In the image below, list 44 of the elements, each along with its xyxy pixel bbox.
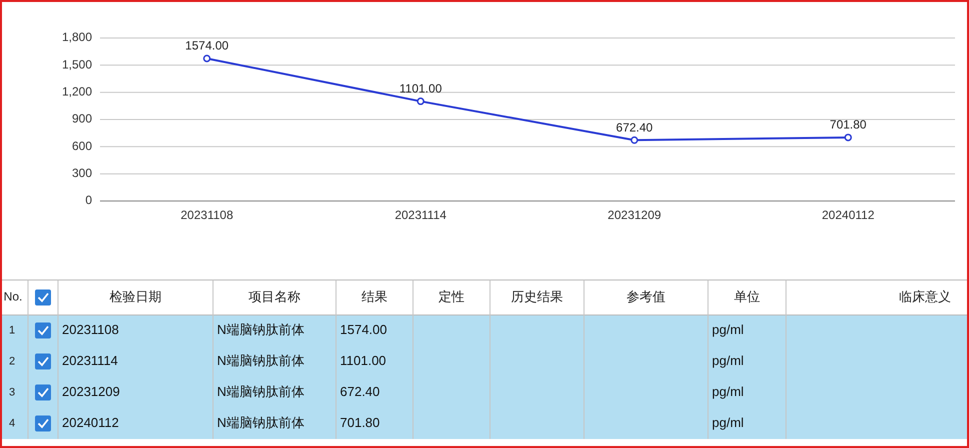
text: 1101.00 xyxy=(340,352,386,368)
x-tick-label: 20240112 xyxy=(822,208,875,222)
y-tick-label: 1,800 xyxy=(62,30,92,44)
y-tick-label: 900 xyxy=(72,112,92,126)
text: 临床意义 xyxy=(899,288,951,304)
text: 参考值 xyxy=(626,288,666,304)
y-tick-label: 0 xyxy=(85,193,92,208)
text: 672.40 xyxy=(340,384,380,399)
text: 历史结果 xyxy=(511,288,563,304)
text: 结果 xyxy=(362,288,388,304)
text: N端脑钠肽前体 xyxy=(217,322,304,337)
text: pg/ml xyxy=(712,352,744,368)
text: N端脑钠肽前体 xyxy=(217,384,304,399)
data-label: 1574.00 xyxy=(185,38,229,53)
text: pg/ml xyxy=(712,322,744,337)
data-label: 701.80 xyxy=(830,118,867,132)
text: No. xyxy=(4,290,22,304)
text: pg/ml xyxy=(712,384,744,399)
text: 1 xyxy=(8,324,16,336)
text: 检验日期 xyxy=(110,288,162,304)
category-label: 20231209 xyxy=(62,384,120,399)
x-tick-label: 20231209 xyxy=(608,208,662,222)
text: N端脑钠肽前体 xyxy=(217,352,304,368)
y-tick-label: 1,200 xyxy=(62,84,92,99)
text: 4 xyxy=(8,417,16,430)
x-tick-label: 20231114 xyxy=(394,208,447,222)
category-label: 20240112 xyxy=(62,414,119,430)
text: 单位 xyxy=(734,288,760,304)
text: 701.80 xyxy=(340,414,380,430)
category-label: 20231114 xyxy=(62,352,118,368)
text: 2 xyxy=(8,355,16,368)
y-tick-label: 600 xyxy=(72,138,92,153)
x-tick-label: 20231108 xyxy=(180,208,234,222)
text: pg/ml xyxy=(712,414,744,430)
text: 项目名称 xyxy=(248,288,300,304)
text: 3 xyxy=(8,386,16,398)
data-label: 1101.00 xyxy=(399,81,442,96)
category-label: 20231108 xyxy=(62,322,119,337)
text: 定性 xyxy=(438,288,464,304)
y-tick-label: 1,500 xyxy=(62,57,92,72)
data-label: 672.40 xyxy=(616,120,654,134)
y-tick-label: 300 xyxy=(72,166,92,180)
text: N端脑钠肽前体 xyxy=(217,414,304,430)
text: 1574.00 xyxy=(340,322,387,337)
